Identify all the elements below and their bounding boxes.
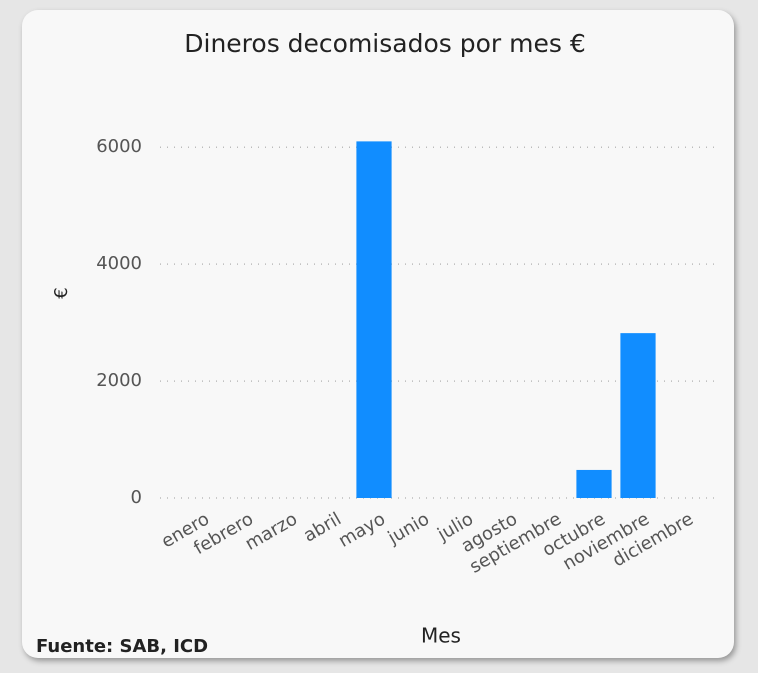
- bar: [576, 469, 612, 498]
- source: Fuente: SAB, ICD: [36, 636, 208, 657]
- chart-title: Dineros decomisados por mes €: [184, 29, 586, 58]
- x-tick-label: mayo: [335, 508, 389, 551]
- x-axis-label: Mes: [421, 624, 461, 648]
- y-tick-label: 4000: [96, 253, 142, 274]
- y-axis-label: €: [51, 287, 72, 298]
- y-tick-label: 6000: [96, 136, 142, 157]
- y-tick-label: 0: [131, 487, 142, 508]
- y-tick-label: 2000: [96, 370, 142, 391]
- x-tick-label: junio: [384, 508, 433, 549]
- x-tick-label: marzo: [242, 508, 301, 554]
- bar: [620, 333, 656, 498]
- bar: [356, 141, 392, 498]
